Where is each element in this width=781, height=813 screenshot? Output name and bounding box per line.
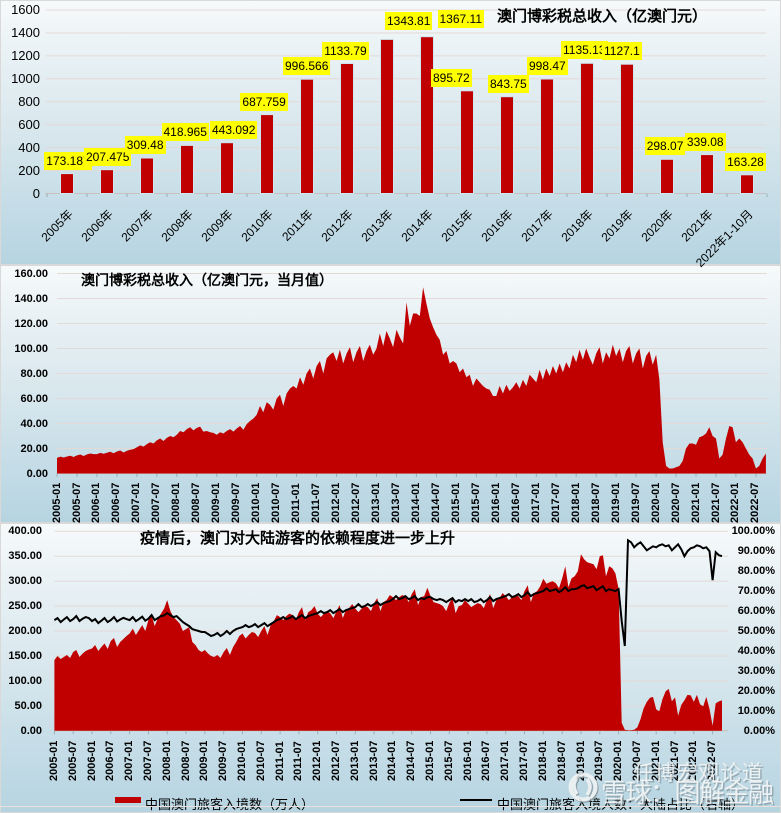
svg-text:任博宏观论道: 任博宏观论道 <box>633 762 763 785</box>
svg-text:雪球：图解金融: 雪球：图解金融 <box>603 780 776 810</box>
svg-text:雪球：图解金融: 雪球：图解金融 <box>601 778 774 808</box>
svg-text:任博宏观论道: 任博宏观论道 <box>635 764 765 787</box>
